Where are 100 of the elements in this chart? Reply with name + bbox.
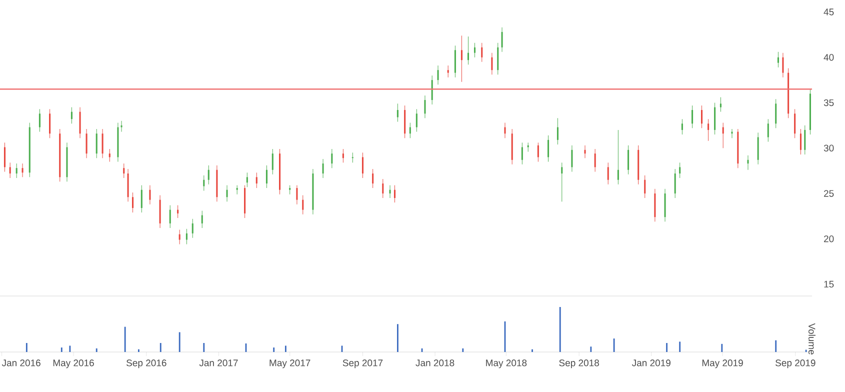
candlestick (467, 36, 470, 65)
candlestick (120, 120, 122, 132)
candlestick (775, 98, 777, 128)
candlestick (504, 122, 506, 138)
y-axis-title: Volume (808, 323, 816, 354)
candlestick (236, 185, 238, 195)
candlestick (431, 75, 433, 105)
candlestick (169, 205, 171, 228)
candlestick (201, 210, 203, 228)
candlestick (767, 118, 769, 142)
candlestick (4, 142, 6, 172)
candlestick (782, 52, 784, 78)
y-tick-label: 20 (824, 235, 834, 242)
y-tick-label: 15 (824, 280, 834, 288)
candlestick (127, 168, 129, 202)
candlestick (140, 185, 142, 213)
candlestick (654, 188, 656, 222)
candlestick (594, 148, 596, 172)
candlestick (757, 132, 759, 165)
candlestick (331, 148, 333, 168)
y-tick-label: 35 (824, 99, 834, 106)
candlestick (266, 165, 268, 188)
candlestick (86, 128, 88, 158)
candlestick (424, 95, 426, 118)
candlestick (416, 108, 418, 132)
candlestick (192, 218, 194, 238)
candlestick (556, 118, 559, 145)
candlestick (731, 128, 733, 138)
candlestick (747, 155, 749, 170)
candlestick (708, 118, 710, 142)
candlestick (481, 42, 483, 62)
candlestick (49, 108, 51, 138)
candlestick (149, 185, 151, 205)
candlestick (777, 52, 779, 68)
candlestick (714, 102, 716, 135)
candlestick (571, 145, 573, 172)
candlestick (203, 175, 205, 191)
candlestick (409, 122, 411, 138)
candlestick (362, 152, 364, 178)
candlestick (497, 42, 499, 75)
x-tick-label: May 2017 (270, 360, 310, 368)
candlestick (547, 135, 550, 162)
candlestick (437, 65, 439, 85)
x-tick-label: Jan 2017 (199, 360, 238, 366)
candlestick (501, 27, 503, 52)
x-tick-label: Sep 2016 (126, 360, 166, 368)
candlestick (447, 65, 449, 78)
y-tick-label: 40 (824, 54, 834, 61)
candlestick (296, 185, 298, 205)
candlestick (674, 168, 676, 198)
candlestick (289, 185, 291, 195)
candlestick (102, 128, 104, 158)
candlestick (22, 163, 24, 178)
candlestick (722, 122, 724, 148)
x-tick-label: Jan 2018 (416, 360, 454, 366)
candlestick (804, 125, 806, 155)
candlestick (256, 172, 258, 188)
candlestick (607, 162, 609, 185)
candlestick (9, 162, 11, 178)
candlestick (177, 205, 179, 218)
x-tick-label: May 2016 (53, 360, 94, 368)
x-tick-label: May 2018 (486, 360, 527, 368)
candlestick (96, 128, 98, 158)
candlestick (389, 185, 391, 198)
x-tick-label: Sep 2019 (776, 360, 816, 368)
candlestick (628, 145, 630, 175)
candlestick (108, 148, 110, 162)
candlestick (123, 163, 125, 178)
candlestick (700, 105, 703, 128)
x-tick-label: Jan 2016 (2, 360, 40, 366)
candlestick (342, 148, 344, 163)
candlestick (561, 162, 563, 202)
candlestick (302, 195, 304, 215)
candlestick (454, 45, 456, 78)
candlestick (208, 165, 210, 185)
x-tick-label: Jan 2019 (632, 360, 670, 366)
candlestick (226, 185, 228, 202)
candlestick (644, 175, 646, 198)
candlestick (16, 163, 18, 178)
candlestick (474, 42, 476, 58)
candlestick (521, 142, 523, 165)
x-tick-label: Sep 2017 (342, 360, 383, 368)
candlestick (491, 52, 493, 75)
candlestick (272, 148, 274, 175)
candlestick (584, 145, 586, 158)
candlestick (246, 172, 248, 188)
candlestick (382, 178, 384, 198)
candlestick (70, 107, 72, 124)
candlestick (537, 142, 539, 162)
candlestick (322, 158, 324, 178)
candlestick (79, 107, 81, 138)
candlestick (679, 162, 681, 178)
candlestick (404, 105, 406, 138)
y-tick-label: 30 (824, 144, 834, 152)
candlestick (617, 130, 619, 185)
x-tick-label: May 2019 (702, 360, 743, 368)
candlestick (681, 118, 683, 135)
candlestick (794, 108, 796, 138)
candlestick (800, 128, 802, 155)
y-tick-label: 45 (824, 8, 834, 16)
